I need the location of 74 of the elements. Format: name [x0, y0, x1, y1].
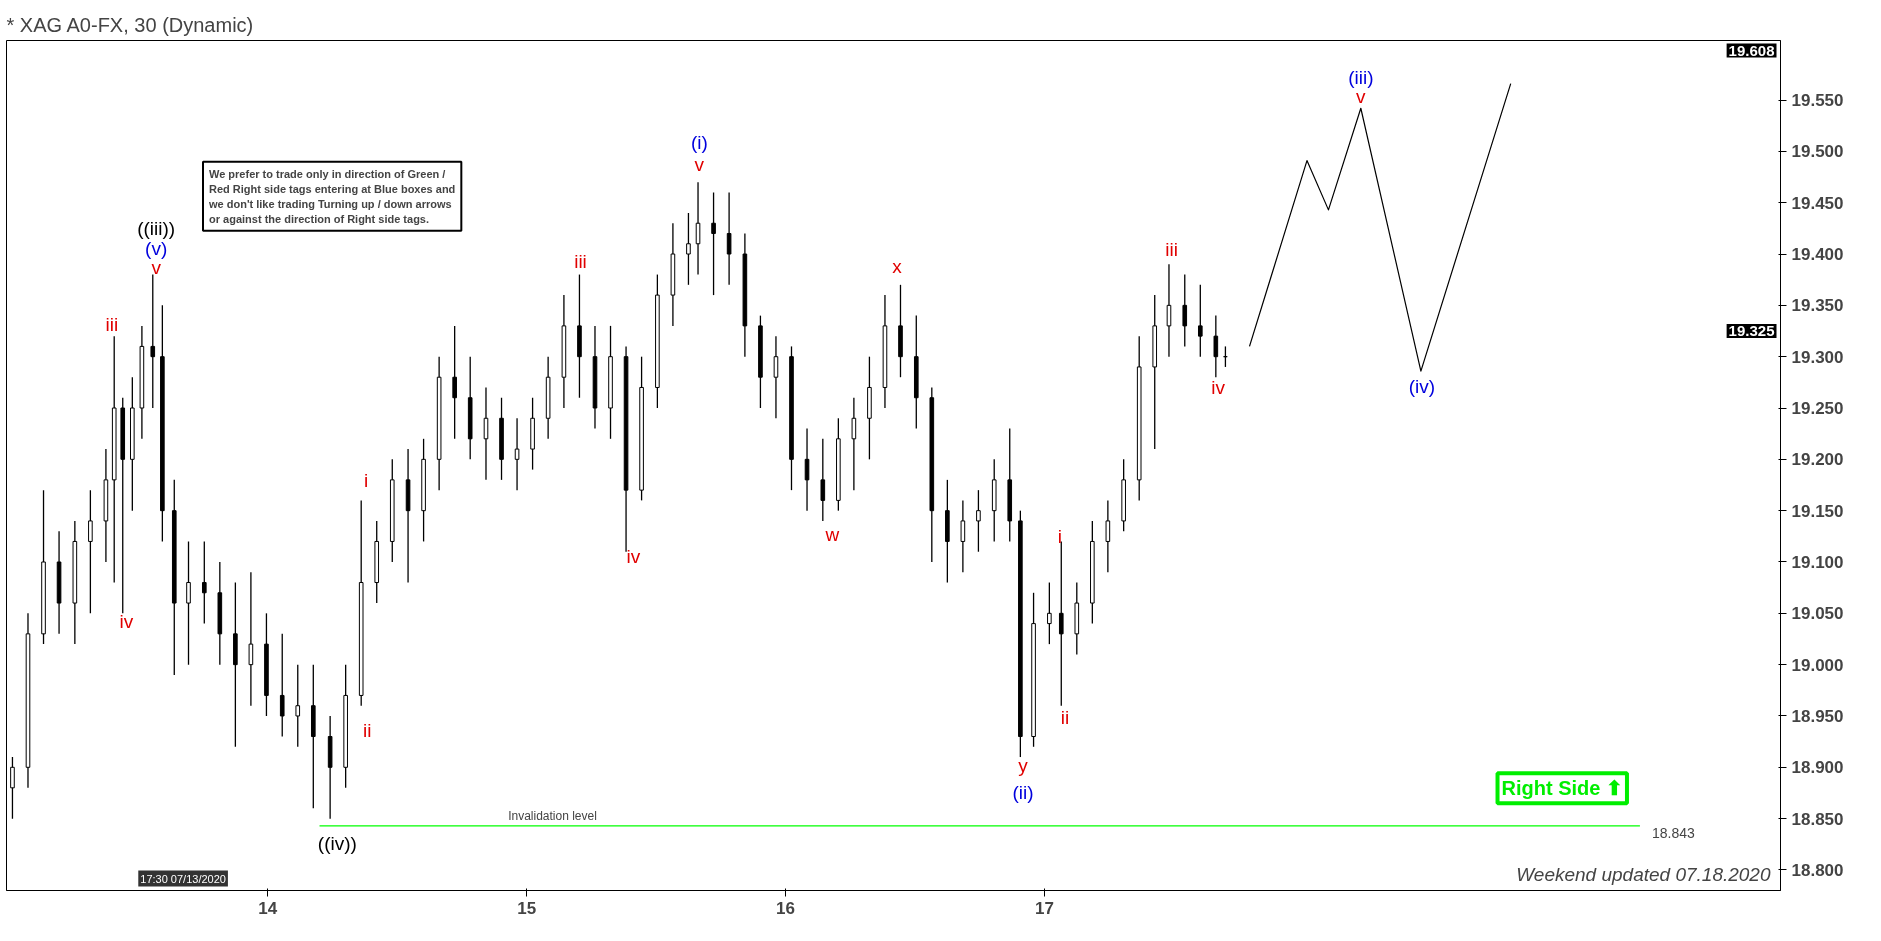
annotation: ((iv))	[317, 832, 357, 854]
candlestick	[1182, 273, 1188, 348]
candlestick	[976, 489, 981, 553]
candlestick	[851, 397, 857, 491]
annotation: i	[1057, 525, 1063, 547]
y-tick-label: 18.900	[1791, 758, 1844, 778]
annotation: Weekend updated 07.18.2020	[1516, 863, 1771, 885]
annotation: iii	[574, 250, 587, 272]
y-tick-label: 18.950	[1791, 706, 1844, 726]
annotation: We prefer to trade only in direction of Green / Red Right side tags entering at Blue boxes and we don't like trading Turning up / down arrows or against the direction of Right side tags.	[208, 167, 456, 225]
annotation: x	[892, 255, 903, 277]
annotation: (i)	[690, 131, 708, 153]
annotation: w	[824, 523, 840, 545]
candlestick	[248, 571, 254, 707]
y-tick-label: 18.800	[1791, 860, 1844, 880]
candlestick	[514, 417, 520, 491]
annotation: Right Side ⬆	[1501, 777, 1623, 800]
candlestick	[820, 438, 826, 522]
candlestick	[773, 335, 779, 419]
y-tick-label: 19.500	[1791, 142, 1844, 162]
y-tick-label: 19.350	[1791, 296, 1844, 316]
y-tick-label: 19.400	[1791, 245, 1844, 265]
annotation: i	[364, 470, 369, 492]
x-tick-label: 16	[776, 898, 795, 918]
x-tick-label: 15	[517, 898, 537, 918]
annotation: iv	[1211, 376, 1226, 398]
chart-title: * XAG A0-FX, 30 (Dynamic)	[6, 13, 254, 36]
y-tick-label: 19.300	[1791, 347, 1844, 367]
annotation: (ii)	[1012, 782, 1034, 804]
annotation: ii	[1060, 706, 1070, 728]
y-tick-label: 19.250	[1791, 399, 1844, 419]
candlestick	[201, 540, 207, 625]
candlestick	[452, 325, 457, 440]
candlestick	[686, 212, 691, 286]
annotation: v	[1356, 86, 1367, 108]
annotation: ii	[362, 719, 372, 741]
candlestick	[88, 489, 93, 614]
y-tick-label: 18.850	[1791, 809, 1844, 829]
annotation: iv	[119, 611, 134, 633]
annotation: 19.608	[1728, 41, 1775, 59]
candlestick	[726, 191, 732, 286]
annotation: y	[1018, 754, 1029, 776]
annotation: iii	[105, 314, 119, 336]
annotation: iv	[626, 546, 641, 568]
candlestick	[295, 664, 301, 748]
annotation: 18.843	[1651, 824, 1695, 841]
x-tick-label: 17	[1034, 898, 1054, 918]
ref-line-label: Invalidation level	[508, 808, 597, 823]
candlestick	[1105, 499, 1111, 573]
y-tick-label: 19.150	[1791, 501, 1844, 521]
candlestick	[960, 499, 966, 573]
annotation: iii	[1165, 239, 1178, 261]
y-tick-label: 19.100	[1791, 553, 1844, 572]
y-tick-label: 19.000	[1791, 655, 1844, 675]
annotation: 17:30 07/13/2020	[140, 872, 226, 885]
candlestick	[10, 756, 15, 820]
candlestick	[1047, 581, 1052, 645]
annotation: (iii)	[1348, 66, 1374, 88]
candlestick	[1058, 540, 1064, 707]
candlestick	[279, 633, 285, 738]
y-tick-label: 19.200	[1791, 450, 1844, 470]
candlestick	[1213, 314, 1219, 378]
candlestick	[150, 273, 156, 409]
candlestick	[711, 191, 716, 296]
y-tick-label: 19.550	[1791, 91, 1844, 111]
candlestick	[1197, 284, 1203, 358]
candlestick	[186, 540, 191, 666]
annotation: 19.325	[1728, 322, 1775, 340]
y-tick-label: 19.050	[1791, 604, 1844, 624]
annotation: v	[694, 154, 705, 176]
annotation: (iv)	[1408, 375, 1436, 397]
y-tick-label: 19.450	[1791, 193, 1844, 213]
annotation: ((iii))	[137, 217, 176, 239]
x-tick-label: 14	[258, 898, 278, 918]
